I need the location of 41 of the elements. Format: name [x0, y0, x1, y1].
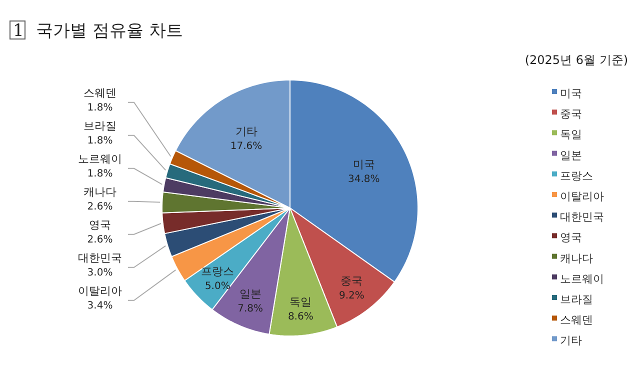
slice-label: 프랑스	[201, 264, 234, 278]
legend-label: 캐나다	[560, 252, 593, 265]
legend-label: 대한민국	[560, 210, 604, 224]
chart-title: 1 국가별 점유율 차트	[13, 21, 183, 41]
legend-label: 미국	[560, 87, 582, 100]
slice-label: 일본	[239, 288, 262, 301]
legend-label: 브라질	[560, 293, 593, 306]
data-label: 8.6%	[288, 311, 314, 322]
slice-label: 노르웨이	[78, 152, 122, 166]
data-label: 3.0%	[87, 267, 113, 278]
data-label: 17.6%	[230, 141, 262, 152]
data-label: 1.8%	[87, 168, 113, 180]
slice-label: 이탈리아	[78, 284, 122, 298]
legend-label: 영국	[560, 231, 582, 244]
slice-label: 스웨덴	[84, 86, 116, 100]
data-label: 5.0%	[204, 280, 230, 292]
slice-label: 브라질	[84, 119, 116, 132]
legend-label: 일본	[560, 148, 582, 162]
slice-label: 대한민국	[78, 251, 122, 264]
data-label: 3.4%	[87, 300, 113, 312]
legend-label: 기타	[560, 334, 582, 348]
legend-label: 중국	[560, 108, 582, 121]
data-label: 1.8%	[87, 135, 113, 146]
slice-label: 독일	[290, 295, 312, 308]
slice-label: 미국	[352, 158, 375, 171]
data-label: 2.6%	[87, 201, 113, 212]
data-label: 7.8%	[238, 304, 264, 315]
slice-label: 캐나다	[84, 185, 116, 198]
data-label: 1.8%	[87, 102, 113, 114]
category-label: 영국	[89, 218, 111, 232]
legend-label: 독일	[560, 128, 582, 142]
slice-label: 중국	[340, 274, 363, 288]
data-label: 34.8%	[348, 174, 380, 185]
chart-subtitle: (2025년 6월 기준)	[524, 53, 628, 67]
slice-label: 기타	[235, 125, 258, 138]
legend-label: 프랑스	[560, 169, 593, 182]
legend-label: 이탈리아	[560, 190, 604, 204]
data-label: 9.2%	[338, 290, 364, 302]
legend-label: 스웨덴	[560, 314, 593, 327]
legend-label: 노르웨이	[560, 272, 604, 286]
data-label: 2.6%	[87, 234, 113, 246]
